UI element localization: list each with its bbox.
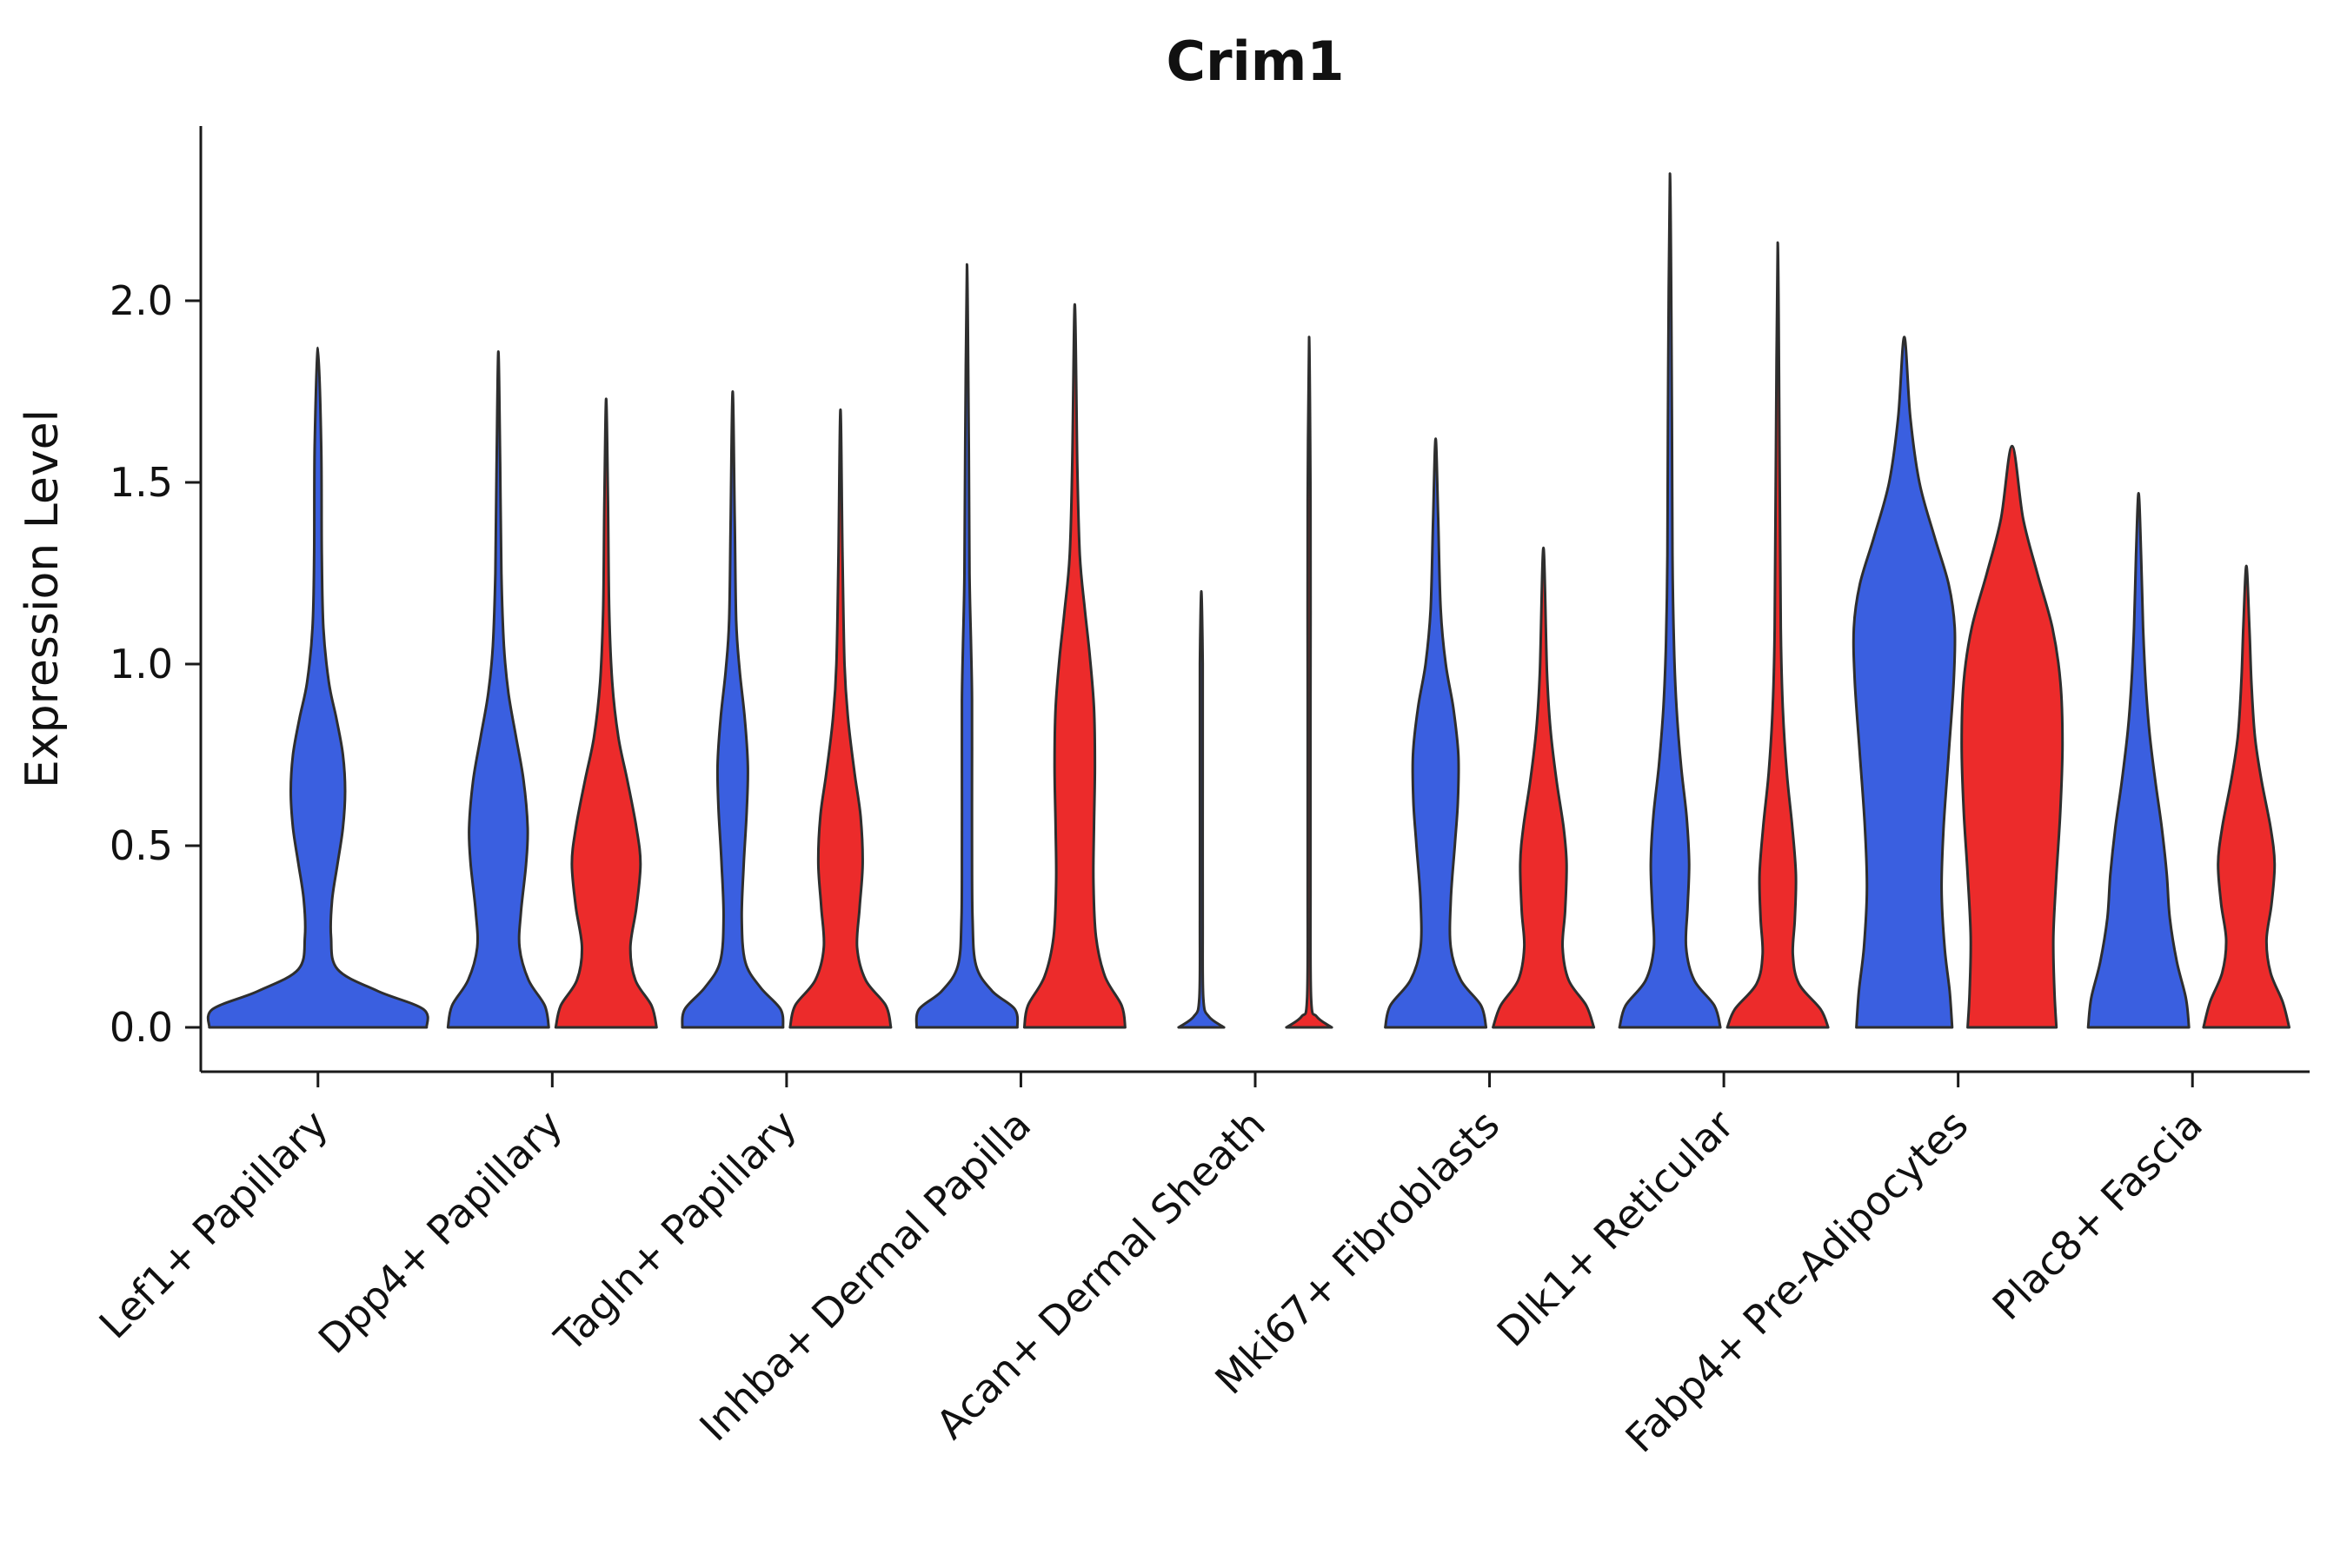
violin-blue-Plac8+ Fascia <box>2086 492 2191 1029</box>
violin-red-Plac8+ Fascia <box>2202 564 2290 1029</box>
x-tick-label: Dpp4+ Papillary <box>309 1101 571 1363</box>
violin-red-Inhba+ Dermal Papilla <box>1022 302 1127 1029</box>
violin-blue-Mki67+ Fibroblasts <box>1384 437 1488 1029</box>
violin-red-Tagln+ Papillary <box>788 408 893 1029</box>
x-tick-label: Tagln+ Papillary <box>545 1101 806 1362</box>
chart-title: Crim1 <box>1166 30 1344 93</box>
x-tick-label: Plac8+ Fascia <box>1984 1101 2211 1329</box>
violin-blue-Dpp4+ Papillary <box>446 350 550 1029</box>
violin-red-Dlk1+ Reticular <box>1725 241 1830 1029</box>
violin-blue-Fabp4+ Pre-Adipocytes <box>1852 336 1957 1029</box>
violin-layer <box>206 172 2290 1029</box>
y-axis-label: Expression Level <box>17 409 69 788</box>
y-tick-label: 1.0 <box>110 641 173 688</box>
violin-red-Acan+ Dermal Sheath <box>1285 336 1333 1029</box>
axes-layer <box>185 126 2310 1087</box>
violin-blue-Dlk1+ Reticular <box>1618 172 1722 1029</box>
violin-red-Dpp4+ Papillary <box>554 397 658 1029</box>
violin-blue-Tagln+ Papillary <box>681 390 785 1029</box>
y-tick-label: 2.0 <box>110 277 173 324</box>
x-tick-label: Dlk1+ Reticular <box>1488 1101 1743 1356</box>
y-tick-label: 0.0 <box>110 1004 173 1051</box>
y-tick-label: 0.5 <box>110 822 173 869</box>
y-tick-label: 1.5 <box>110 459 173 506</box>
violin-blue-Inhba+ Dermal Papilla <box>914 262 1020 1029</box>
violin-blue-Acan+ Dermal Sheath <box>1177 589 1226 1029</box>
violin-red-Fabp4+ Pre-Adipocytes <box>1960 444 2064 1029</box>
violin-red-Mki67+ Fibroblasts <box>1492 546 1596 1029</box>
x-tick-label: Lef1+ Papillary <box>90 1101 337 1348</box>
violin-blue-Lef1+ Papillary <box>206 346 429 1029</box>
